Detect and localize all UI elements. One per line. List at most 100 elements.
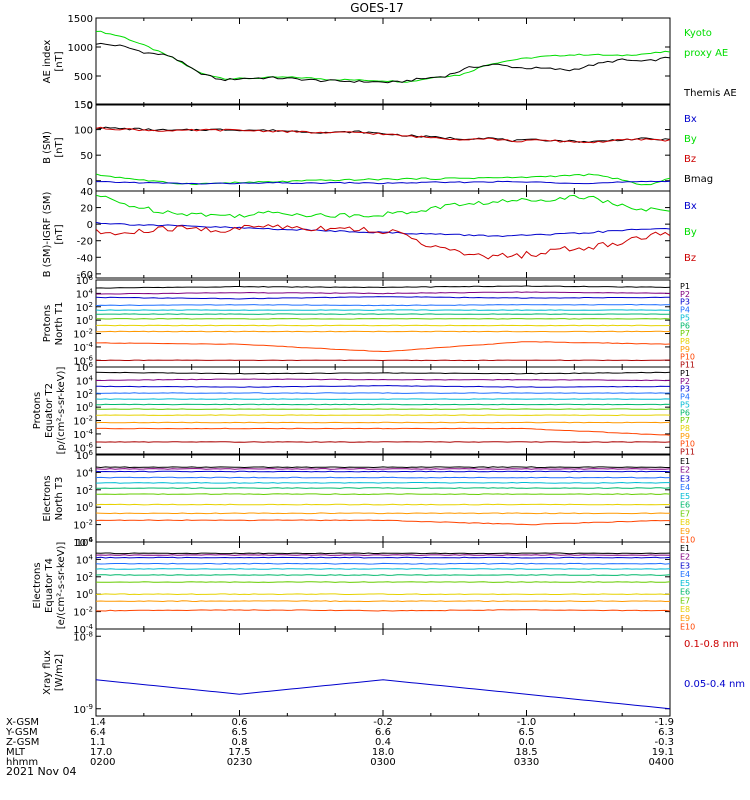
channel-line-e6 <box>96 574 670 576</box>
legend-channel: E2 <box>680 553 690 562</box>
legend-channel: E3 <box>680 561 690 570</box>
x-row-value: 0330 <box>514 757 539 768</box>
series-line-0-05-0-4-nm <box>96 679 670 710</box>
legend-entry: By <box>684 227 697 238</box>
channel-line-p10 <box>96 341 670 352</box>
legend-channel: P2 <box>680 290 690 299</box>
y-tick-label: 10-4 <box>73 623 93 636</box>
legend-entry: 0.1-0.8 nm <box>684 639 739 650</box>
x-row-value: -1.0 <box>517 717 537 728</box>
y-tick-label: 100 <box>76 401 93 414</box>
legend-channel: E9 <box>680 614 690 623</box>
x-row-value: 1.1 <box>90 737 106 748</box>
channel-line-p6 <box>96 403 670 406</box>
y-tick-label: -40 <box>77 253 93 264</box>
y-tick-label: 100 <box>76 588 93 601</box>
x-row-value: -0.2 <box>373 717 393 728</box>
y-tick-label: 40 <box>80 187 93 198</box>
x-row-value: 6.4 <box>90 727 106 738</box>
channel-line-e4 <box>96 476 670 479</box>
legend-channel: P1 <box>680 369 690 378</box>
legend-channel: E6 <box>680 588 690 597</box>
series-line-bz <box>96 126 670 144</box>
legend-channel: P7 <box>680 416 690 425</box>
legend-channel: E8 <box>680 605 690 614</box>
channel-line-e9 <box>96 512 670 515</box>
y-tick-label: 20 <box>80 204 93 215</box>
y-tick-label: 104 <box>76 553 94 566</box>
x-row-label: hhmm <box>6 757 38 768</box>
legend-channel: P8 <box>680 424 690 433</box>
y-tick-label: 10-2 <box>73 415 93 428</box>
legend-channel: E5 <box>680 579 690 588</box>
legend-channel: P10 <box>680 353 695 362</box>
panel-e2: 106 104 102 100 10-2 10-4 Electrons Equator T4[… <box>32 536 695 636</box>
legend-channel: E8 <box>680 518 690 527</box>
channel-line-p3 <box>96 296 670 300</box>
channel-line-p8 <box>96 414 670 417</box>
y-tick-label: 106 <box>76 449 94 462</box>
legend-channel: E4 <box>680 483 690 492</box>
y-tick-label: 0 <box>87 220 93 231</box>
series-line-by <box>96 173 670 186</box>
series-line-bz <box>96 224 670 260</box>
legend-channel: P6 <box>680 408 690 417</box>
x-row-label: Z-GSM <box>6 737 39 748</box>
legend-entry: Themis AE <box>683 88 737 99</box>
y-axis-label: Equator T4 <box>44 558 55 613</box>
y-tick-label: 100 <box>74 126 93 137</box>
legend-entry: Bz <box>684 154 696 165</box>
channel-line-p2 <box>96 378 670 382</box>
channel-line-e6 <box>96 487 670 489</box>
series-line-themis-ae <box>96 42 670 84</box>
channel-line-e7 <box>96 493 670 496</box>
legend-channel: E5 <box>680 492 690 501</box>
y-tick-label: 10-4 <box>73 428 93 441</box>
legend-channel: E2 <box>680 466 690 475</box>
legend-entry: Bx <box>684 114 697 125</box>
channel-line-e1 <box>96 552 670 555</box>
legend-channel: E10 <box>680 536 695 545</box>
channel-line-e1 <box>96 466 670 469</box>
y-tick-label: 106 <box>76 274 94 287</box>
channel-line-p7 <box>96 318 670 320</box>
channel-line-e10 <box>96 609 670 612</box>
y-tick-label: 104 <box>76 466 94 479</box>
y-tick-label: 10-6 <box>73 441 93 454</box>
y-tick-label: 102 <box>76 388 93 401</box>
y-tick-label: 102 <box>76 571 93 584</box>
channel-line-e8 <box>96 503 670 506</box>
y-axis-label: [W/m2] <box>54 654 65 691</box>
legend-entry: Bmag <box>684 174 713 185</box>
y-axis-label: [nT] <box>54 137 65 157</box>
legend-channel: P10 <box>680 440 695 449</box>
legend-channel: E4 <box>680 570 690 579</box>
y-tick-label: 10-2 <box>73 519 93 532</box>
channel-line-p9 <box>96 330 670 333</box>
x-row-label: X-GSM <box>6 717 39 728</box>
channel-line-p1 <box>96 371 670 375</box>
legend-entry: Bz <box>684 253 696 264</box>
legend-channel: P9 <box>680 345 690 354</box>
y-tick-label: 10-4 <box>73 341 93 354</box>
legend-entry: 0.05-0.4 nm <box>684 679 745 690</box>
y-tick-label: 10-6 <box>73 354 93 367</box>
channel-line-p7 <box>96 408 670 410</box>
series-line-bx <box>96 221 670 238</box>
y-axis-label: [nT] <box>54 51 65 71</box>
panel-frame <box>95 190 671 279</box>
x-row-value: 0.0 <box>519 737 535 748</box>
y-axis-label: Protons <box>32 392 43 429</box>
x-row-label: MLT <box>6 747 26 758</box>
channel-line-p5 <box>96 398 670 400</box>
y-tick-label: -60 <box>77 270 93 281</box>
legend-channel: P2 <box>680 377 690 386</box>
channel-line-p9 <box>96 421 670 424</box>
panel-frame <box>95 454 671 543</box>
y-axis-label: Xray flux <box>42 650 53 695</box>
channel-line-e8 <box>96 593 670 596</box>
legend-channel: E1 <box>680 457 690 466</box>
x-row-value: 1.4 <box>90 717 106 728</box>
